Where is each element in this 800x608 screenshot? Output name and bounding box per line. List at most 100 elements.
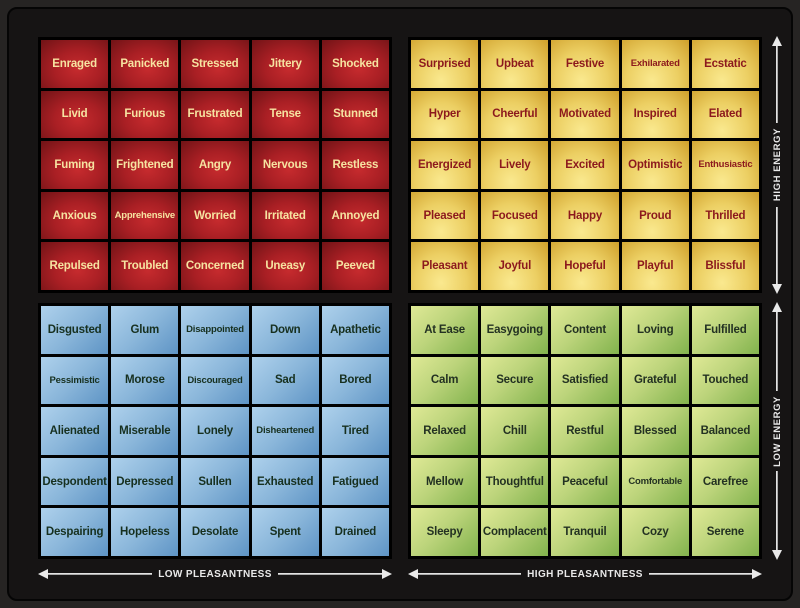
mood-cell: Shocked — [321, 40, 389, 88]
mood-cell: Energized — [411, 141, 479, 189]
mood-cell: Apathetic — [321, 306, 389, 354]
mood-cell: Tired — [321, 407, 389, 455]
mood-cell: Irritated — [251, 191, 319, 240]
axis-line — [418, 573, 522, 575]
mood-cell: Excited — [551, 141, 619, 189]
mood-cell: Thoughtful — [481, 457, 549, 506]
mood-cell: Carefree — [691, 457, 759, 506]
mood-cell: Surprised — [411, 40, 479, 88]
mood-cell: Elated — [691, 90, 759, 139]
mood-cell: Secure — [481, 356, 549, 405]
mood-cell: Uneasy — [251, 242, 319, 290]
mood-cell: Pessimistic — [41, 356, 109, 405]
mood-cell: Happy — [551, 191, 619, 240]
high-pleasantness-label: HIGH PLEASANTNESS — [527, 568, 643, 580]
high-pleasantness-axis: HIGH PLEASANTNESS — [408, 564, 763, 584]
high-energy-axis: HIGH ENERGY — [763, 36, 791, 295]
quadrant-low-energy-low-pleasantness: Disgusted Glum Disappointed Down Apathetic Pe… — [38, 303, 392, 559]
mood-cell: Complacent — [481, 508, 549, 556]
mood-cell: Apprehensive — [111, 191, 179, 240]
mood-cell: Content — [551, 306, 619, 354]
mood-cell: Hopeful — [551, 242, 619, 290]
mood-cell: Disappointed — [181, 306, 249, 354]
mood-cell: Lonely — [181, 407, 249, 455]
low-pleasantness-label: LOW PLEASANTNESS — [158, 568, 272, 580]
arrow-left-icon — [38, 569, 48, 579]
mood-cell: Desolate — [181, 508, 249, 556]
mood-cell: Hyper — [411, 90, 479, 139]
mood-cell: Relaxed — [411, 407, 479, 455]
low-energy-axis: LOW ENERGY — [763, 302, 791, 561]
mood-cell: Frustrated — [181, 90, 249, 139]
quadrant-low-energy-high-pleasantness: At Ease Easygoing Content Loving Fulfilled Ca… — [408, 303, 762, 559]
axis-line — [277, 573, 383, 575]
mood-cell: Annoyed — [321, 191, 389, 240]
low-energy-label: LOW ENERGY — [771, 395, 783, 467]
mood-cell: Despairing — [41, 508, 109, 556]
mood-cell: Thrilled — [691, 191, 759, 240]
mood-cell: Fuming — [41, 141, 109, 189]
arrow-left-icon — [408, 569, 418, 579]
mood-cell: Drained — [321, 508, 389, 556]
mood-cell: Enraged — [41, 40, 109, 88]
mood-cell: Glum — [111, 306, 179, 354]
mood-cell: Sleepy — [411, 508, 479, 556]
axis-line — [776, 46, 778, 124]
arrow-up-icon — [772, 36, 782, 46]
mood-cell: Frightened — [111, 141, 179, 189]
mood-cell: Focused — [481, 191, 549, 240]
mood-cell: Despondent — [41, 457, 109, 506]
mood-cell: Restful — [551, 407, 619, 455]
axis-line — [776, 471, 778, 551]
arrow-up-icon — [772, 302, 782, 312]
mood-cell: Depressed — [111, 457, 179, 506]
mood-cell: Motivated — [551, 90, 619, 139]
arrow-right-icon — [382, 569, 393, 579]
mood-cell: Sullen — [181, 457, 249, 506]
mood-cell: Exhausted — [251, 457, 319, 506]
mood-cell: Ecstatic — [691, 40, 759, 88]
mood-cell: Upbeat — [481, 40, 549, 88]
mood-cell: Angry — [181, 141, 249, 189]
mood-cell: Peaceful — [551, 457, 619, 506]
mood-cell: Hopeless — [111, 508, 179, 556]
low-pleasantness-axis: LOW PLEASANTNESS — [38, 564, 393, 584]
mood-cell: Mellow — [411, 457, 479, 506]
mood-cell: Blessed — [621, 407, 689, 455]
mood-cell: Pleased — [411, 191, 479, 240]
mood-cell: Enthusiastic — [691, 141, 759, 189]
mood-cell: Disheartened — [251, 407, 319, 455]
mood-cell: Proud — [621, 191, 689, 240]
mood-cell: Festive — [551, 40, 619, 88]
mood-cell: Troubled — [111, 242, 179, 290]
mood-cell: Miserable — [111, 407, 179, 455]
mood-cell: Pleasant — [411, 242, 479, 290]
mood-cell: Grateful — [621, 356, 689, 405]
mood-cell: Loving — [621, 306, 689, 354]
mood-cell: Optimistic — [621, 141, 689, 189]
mood-cell: Tranquil — [551, 508, 619, 556]
mood-cell: Touched — [691, 356, 759, 405]
arrow-right-icon — [752, 569, 763, 579]
mood-cell: Disgusted — [41, 306, 109, 354]
mood-cell: Restless — [321, 141, 389, 189]
arrow-down-icon — [772, 284, 782, 295]
mood-cell: Fulfilled — [691, 306, 759, 354]
mood-cell: Spent — [251, 508, 319, 556]
mood-cell: Peeved — [321, 242, 389, 290]
mood-cell: Down — [251, 306, 319, 354]
mood-cell: Discouraged — [181, 356, 249, 405]
mood-cell: Comfortable — [621, 457, 689, 506]
mood-cell: Serene — [691, 508, 759, 556]
quadrant-high-energy-high-pleasantness: Surprised Upbeat Festive Exhilarated Ecstati… — [408, 37, 762, 293]
quadrant-high-energy-low-pleasantness: Enraged Panicked Stressed Jittery Shocked Liv… — [38, 37, 392, 293]
mood-cell: Lively — [481, 141, 549, 189]
mood-cell: Anxious — [41, 191, 109, 240]
mood-cell: Repulsed — [41, 242, 109, 290]
mood-cell: Inspired — [621, 90, 689, 139]
mood-cell: Jittery — [251, 40, 319, 88]
axis-line — [776, 312, 778, 391]
mood-cell: Calm — [411, 356, 479, 405]
mood-cell: Stunned — [321, 90, 389, 139]
